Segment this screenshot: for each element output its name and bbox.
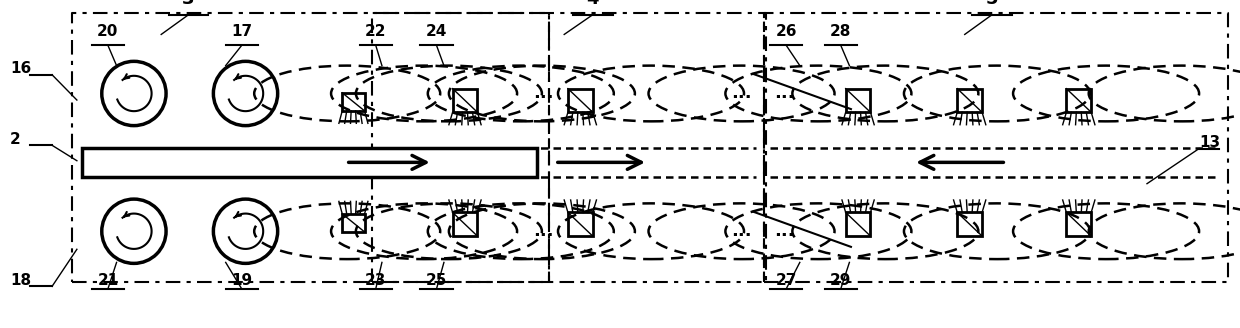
Text: 3: 3 — [182, 0, 195, 8]
Text: 2: 2 — [10, 132, 21, 147]
Text: 23: 23 — [365, 273, 387, 288]
Bar — [568, 89, 593, 112]
Bar — [957, 213, 982, 236]
Text: 28: 28 — [830, 24, 852, 39]
Text: ...: ... — [533, 222, 553, 240]
Text: 5: 5 — [986, 0, 998, 8]
Text: 18: 18 — [10, 273, 31, 288]
Text: ...: ... — [732, 85, 751, 102]
Text: 13: 13 — [1199, 135, 1220, 150]
Bar — [82, 148, 537, 177]
Text: 20: 20 — [97, 24, 119, 39]
Bar — [1066, 89, 1091, 112]
Bar — [846, 213, 870, 236]
Text: ...: ... — [775, 222, 795, 240]
Text: 19: 19 — [231, 273, 253, 288]
Bar — [846, 89, 870, 112]
Text: 22: 22 — [365, 24, 387, 39]
Text: ...: ... — [533, 85, 553, 102]
Text: 17: 17 — [231, 24, 253, 39]
Bar — [453, 213, 477, 236]
Text: 4: 4 — [587, 0, 599, 8]
Bar — [568, 213, 593, 236]
Bar — [957, 89, 982, 112]
Text: 21: 21 — [97, 273, 119, 288]
Text: 16: 16 — [10, 61, 31, 76]
Text: 24: 24 — [425, 24, 448, 39]
Text: 26: 26 — [775, 24, 797, 39]
Text: 29: 29 — [830, 273, 852, 288]
Bar — [342, 214, 365, 232]
Bar — [342, 93, 365, 111]
Text: ...: ... — [775, 85, 795, 102]
Bar — [1066, 213, 1091, 236]
Text: 25: 25 — [425, 273, 448, 288]
Text: 27: 27 — [775, 273, 797, 288]
Bar — [453, 89, 477, 112]
Text: ...: ... — [732, 222, 751, 240]
